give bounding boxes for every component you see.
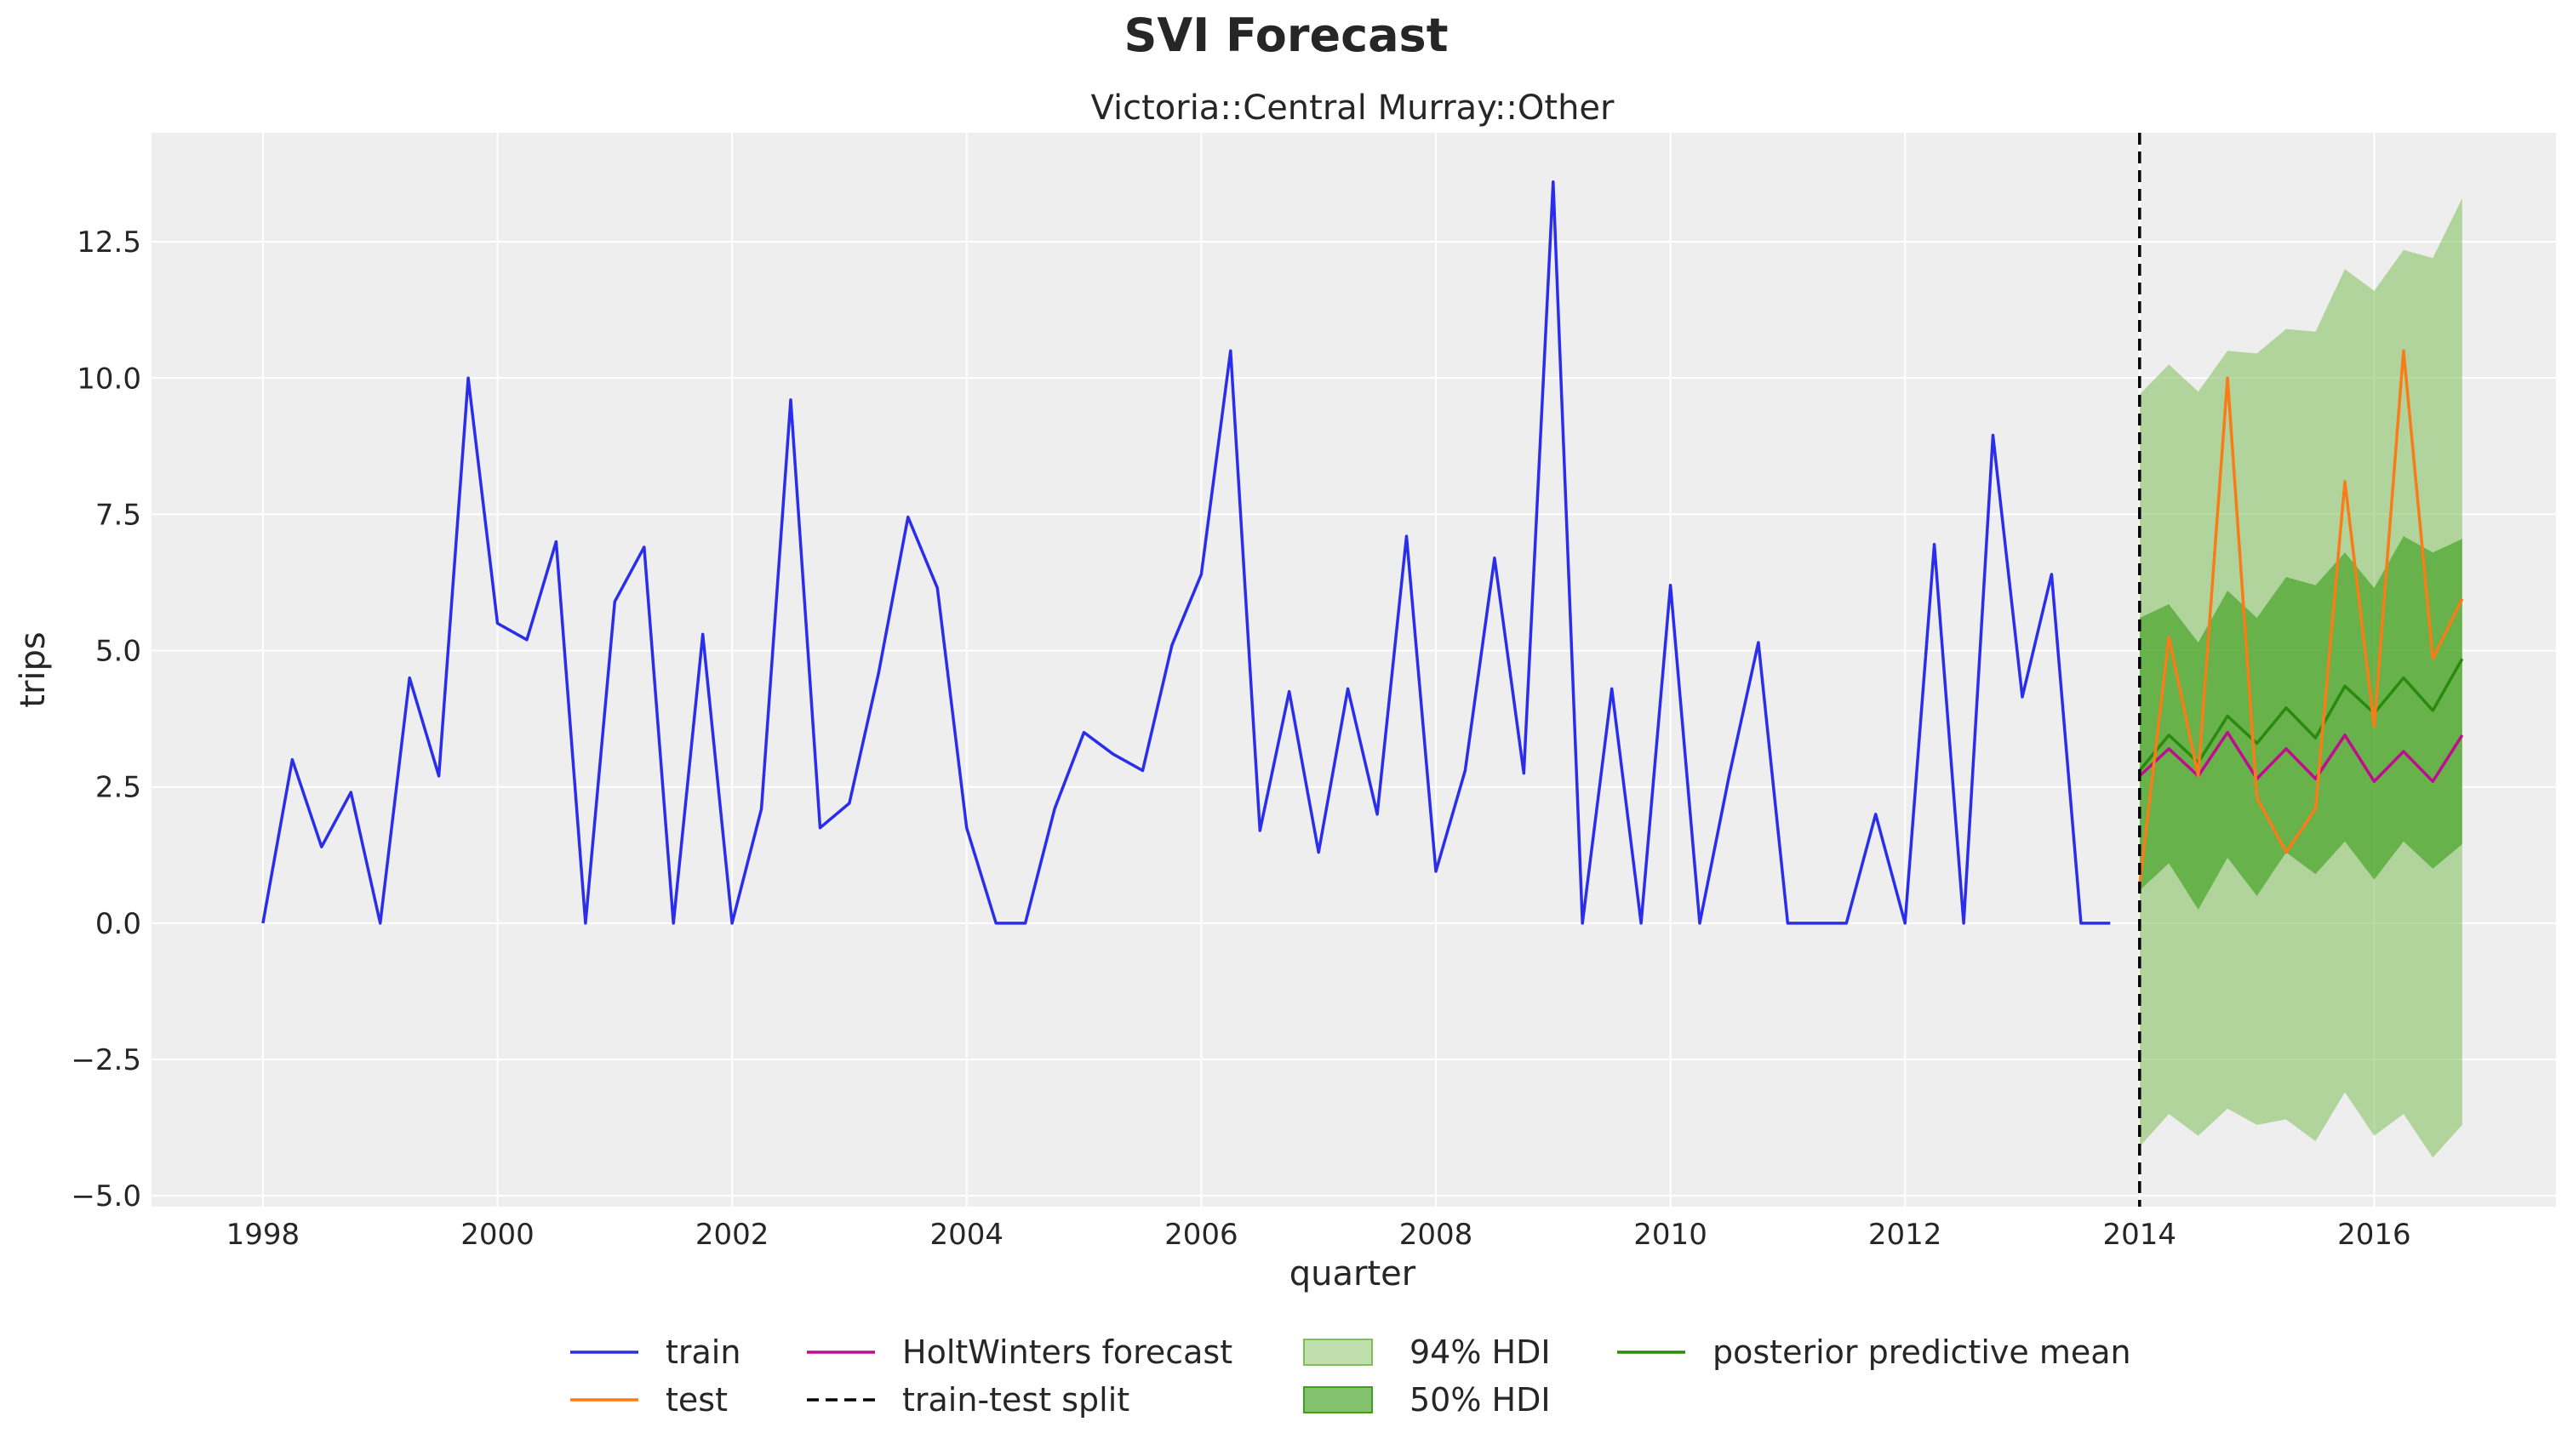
legend-swatch [1303, 1386, 1373, 1413]
legend-item-94-hdi: 94% HDI [1303, 1333, 1551, 1371]
y-tick-label: −2.5 [71, 1043, 141, 1077]
y-tick-label: 2.5 [95, 771, 141, 805]
legend-label: test [666, 1381, 728, 1419]
legend-item-train-test-split: train-test split [807, 1381, 1129, 1419]
y-tick-label: 7.5 [95, 498, 141, 532]
legend-label: HoltWinters forecast [902, 1333, 1232, 1371]
chart-title: Victoria::Central Murray::Other [1091, 89, 1615, 128]
legend-item-posterior-predictive-mean: posterior predictive mean [1617, 1333, 2131, 1371]
legend-item-50-hdi: 50% HDI [1303, 1381, 1551, 1419]
legend-label: posterior predictive mean [1712, 1333, 2131, 1371]
x-tick-label: 2010 [1633, 1218, 1707, 1252]
x-tick-label: 2000 [460, 1218, 535, 1252]
y-tick-label: 10.0 [77, 362, 141, 396]
train-line [261, 180, 2111, 925]
test-line [2138, 349, 2464, 886]
y-axis-label: trips [14, 631, 53, 707]
legend-label: 94% HDI [1409, 1333, 1551, 1371]
legend: train test HoltWinters forecast train-test … [570, 1333, 2131, 1419]
x-tick-label: 2012 [1868, 1218, 1942, 1252]
x-tick-label: 2008 [1399, 1218, 1473, 1252]
x-tick-label: 2002 [695, 1218, 769, 1252]
x-tick-label: 2004 [929, 1218, 1003, 1252]
chart-suptitle: SVI Forecast [1124, 9, 1448, 62]
y-tick-label: 0.0 [95, 907, 141, 941]
y-tick-labels: −5.0 −2.5 0.0 2.5 5.0 7.5 10.0 12.5 [71, 226, 141, 1213]
x-tick-label: 2014 [2103, 1218, 2177, 1252]
legend-label: train [666, 1333, 740, 1371]
y-tick-label: −5.0 [71, 1179, 141, 1213]
legend-item-test: test [570, 1381, 728, 1419]
series-lines [261, 180, 2464, 925]
legend-swatch [1303, 1339, 1373, 1366]
x-tick-labels: 1998 2000 2002 2004 2006 2008 2010 2012 2014 2016 [226, 1218, 2411, 1252]
x-axis-label: quarter [1289, 1254, 1416, 1293]
legend-item-train: train [570, 1333, 740, 1371]
y-tick-label: 5.0 [95, 635, 141, 669]
x-tick-label: 2016 [2337, 1218, 2411, 1252]
legend-label: 50% HDI [1409, 1381, 1551, 1419]
legend-label: train-test split [902, 1381, 1129, 1419]
y-tick-label: 12.5 [77, 226, 141, 260]
holtwinters-line [2138, 730, 2464, 784]
x-tick-label: 2006 [1164, 1218, 1238, 1252]
x-tick-label: 1998 [226, 1218, 300, 1252]
legend-item-holtwinters-forecast: HoltWinters forecast [807, 1333, 1232, 1371]
